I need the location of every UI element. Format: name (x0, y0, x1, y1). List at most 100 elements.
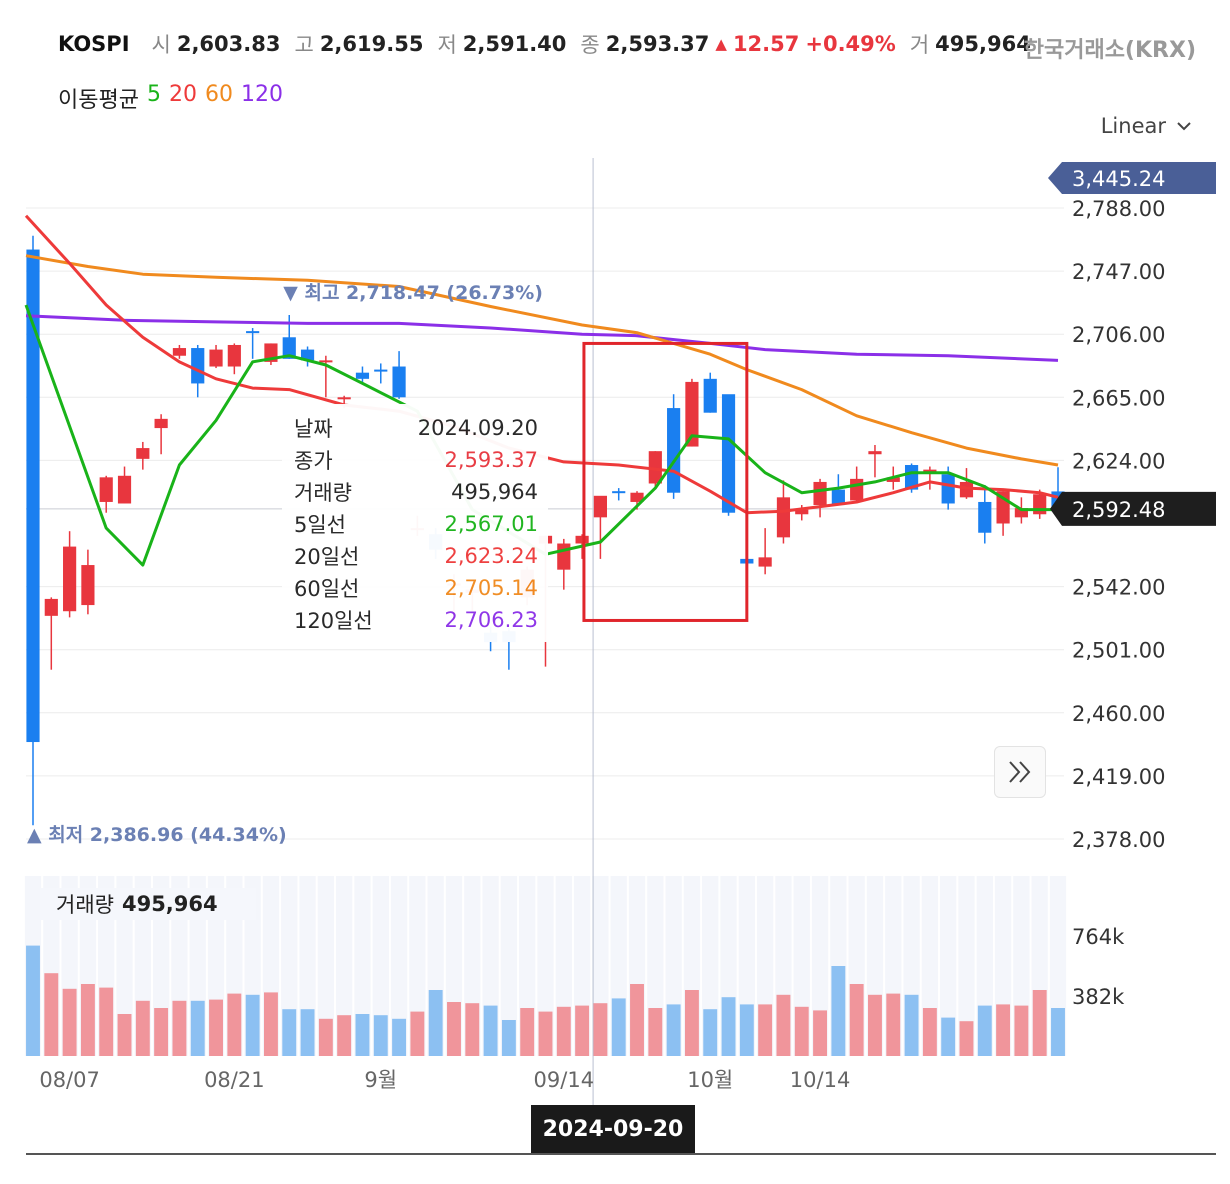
candle-body[interactable] (941, 474, 955, 504)
x-tick-label: 08/21 (204, 1068, 265, 1092)
candle-body[interactable] (868, 451, 882, 455)
candle-body[interactable] (81, 565, 95, 606)
candle-body[interactable] (374, 369, 388, 372)
scale-dropdown[interactable]: Linear (1101, 114, 1192, 138)
upper-price-badge (1048, 162, 1216, 194)
candle-body[interactable] (154, 418, 168, 429)
volume-bg-stripe (958, 876, 975, 1056)
x-tick-label: 10월 (687, 1068, 733, 1092)
volume-bg-stripe (317, 876, 335, 1056)
open-value: 2,603.83 (176, 32, 281, 56)
candle-body[interactable] (813, 481, 827, 506)
candle-body[interactable] (63, 546, 77, 612)
ma60-legend[interactable]: 60 (204, 82, 233, 107)
candle-body[interactable] (44, 598, 58, 616)
volume-bar (849, 984, 864, 1056)
candle-body[interactable] (282, 337, 296, 359)
candle-body[interactable] (355, 372, 370, 379)
candle-body[interactable] (191, 348, 205, 384)
candle-body[interactable] (758, 557, 772, 567)
tooltip-label: 20일선 (294, 545, 360, 569)
candle-body[interactable] (575, 535, 589, 544)
candle-body[interactable] (886, 477, 900, 482)
volume-value: 495,964 (935, 32, 1031, 56)
symbol-name: KOSPI (58, 32, 130, 56)
candle-body[interactable] (136, 448, 150, 459)
candle-body[interactable] (300, 349, 315, 361)
candle-body[interactable] (227, 344, 241, 367)
volume-bar (959, 1021, 974, 1056)
ma5-legend[interactable]: 5 (146, 82, 161, 107)
volume-bar (831, 966, 846, 1056)
tooltip-row: 5일선 2,567.01 (294, 508, 538, 540)
tooltip-row: 날짜 2024.09.20 (294, 412, 538, 444)
candle-body[interactable] (648, 451, 662, 484)
volume-tick-label: 382k (1072, 985, 1125, 1009)
volume-bar (99, 987, 114, 1056)
candle-body[interactable] (1033, 494, 1047, 515)
candle-body[interactable] (923, 469, 937, 472)
volume-bar (227, 993, 242, 1056)
candle-body[interactable] (172, 348, 187, 356)
tooltip-label: 120일선 (294, 609, 373, 633)
candle-body[interactable] (99, 477, 113, 502)
volume-bar (996, 1004, 1011, 1056)
ma20-legend[interactable]: 20 (168, 82, 197, 107)
x-tick-label: 10/14 (790, 1068, 851, 1092)
candle-body[interactable] (978, 501, 992, 533)
candle-body[interactable] (831, 489, 845, 506)
candle-body[interactable] (557, 543, 571, 570)
candle-body[interactable] (26, 249, 40, 743)
volume-bar (593, 1003, 608, 1056)
ma120-legend[interactable]: 120 (240, 82, 283, 107)
tooltip-value: 2,593.37 (444, 448, 538, 472)
candle-body[interactable] (246, 331, 260, 334)
candle-body[interactable] (319, 360, 333, 363)
scale-mode-label: Linear (1100, 114, 1166, 138)
candle-body[interactable] (959, 481, 974, 498)
candle-body[interactable] (117, 475, 132, 504)
low-label: 저 (437, 33, 457, 57)
crosshair-date-badge: 2024-09-20 (531, 1105, 695, 1153)
tooltip-value: 2,705.14 (444, 576, 538, 600)
tooltip-value: 495,964 (451, 480, 538, 504)
tooltip-row: 120일선 2,706.23 (294, 604, 538, 636)
volume-bar (904, 994, 919, 1056)
y-tick-label: 2,624.00 (1072, 449, 1166, 473)
candle-body[interactable] (721, 394, 736, 513)
candle-body[interactable] (593, 495, 607, 518)
volume-bar (483, 1005, 498, 1056)
volume-bar (190, 1000, 205, 1056)
candle-body[interactable] (337, 397, 351, 400)
candle-body[interactable] (392, 366, 406, 398)
volume-bar (776, 994, 791, 1056)
scroll-latest-button[interactable] (994, 746, 1046, 798)
volume-panel-value: 495,964 (121, 892, 218, 916)
y-tick-label: 2,788.00 (1072, 197, 1166, 221)
volume-bg-stripe (390, 876, 408, 1056)
y-tick-label: 2,501.00 (1072, 639, 1166, 663)
candle-body[interactable] (1014, 508, 1028, 518)
volume-bar (465, 1003, 480, 1056)
candle-body[interactable] (630, 492, 644, 502)
candle-body[interactable] (612, 491, 626, 494)
volume-bar (922, 1008, 937, 1056)
tooltip-label: 거래량 (294, 481, 352, 505)
candle-body[interactable] (209, 349, 223, 367)
candle-body[interactable] (795, 509, 809, 515)
quote-header: KOSPI 시 2,603.83 고 2,619.55 저 2,591.40 종… (58, 28, 1045, 60)
candle-body[interactable] (850, 478, 864, 501)
candle-body[interactable] (703, 378, 717, 413)
volume-bar (135, 1000, 150, 1056)
candle-body[interactable] (776, 497, 791, 538)
volume-bar (794, 1006, 809, 1056)
candle-body[interactable] (904, 465, 919, 490)
volume-bar (630, 984, 644, 1056)
volume-bar (428, 990, 443, 1056)
candle-body[interactable] (667, 408, 681, 493)
candle-body[interactable] (685, 381, 699, 447)
ma60-line (25, 254, 1059, 467)
tooltip-row: 20일선 2,623.24 (294, 540, 538, 572)
tooltip-label: 60일선 (294, 577, 360, 601)
